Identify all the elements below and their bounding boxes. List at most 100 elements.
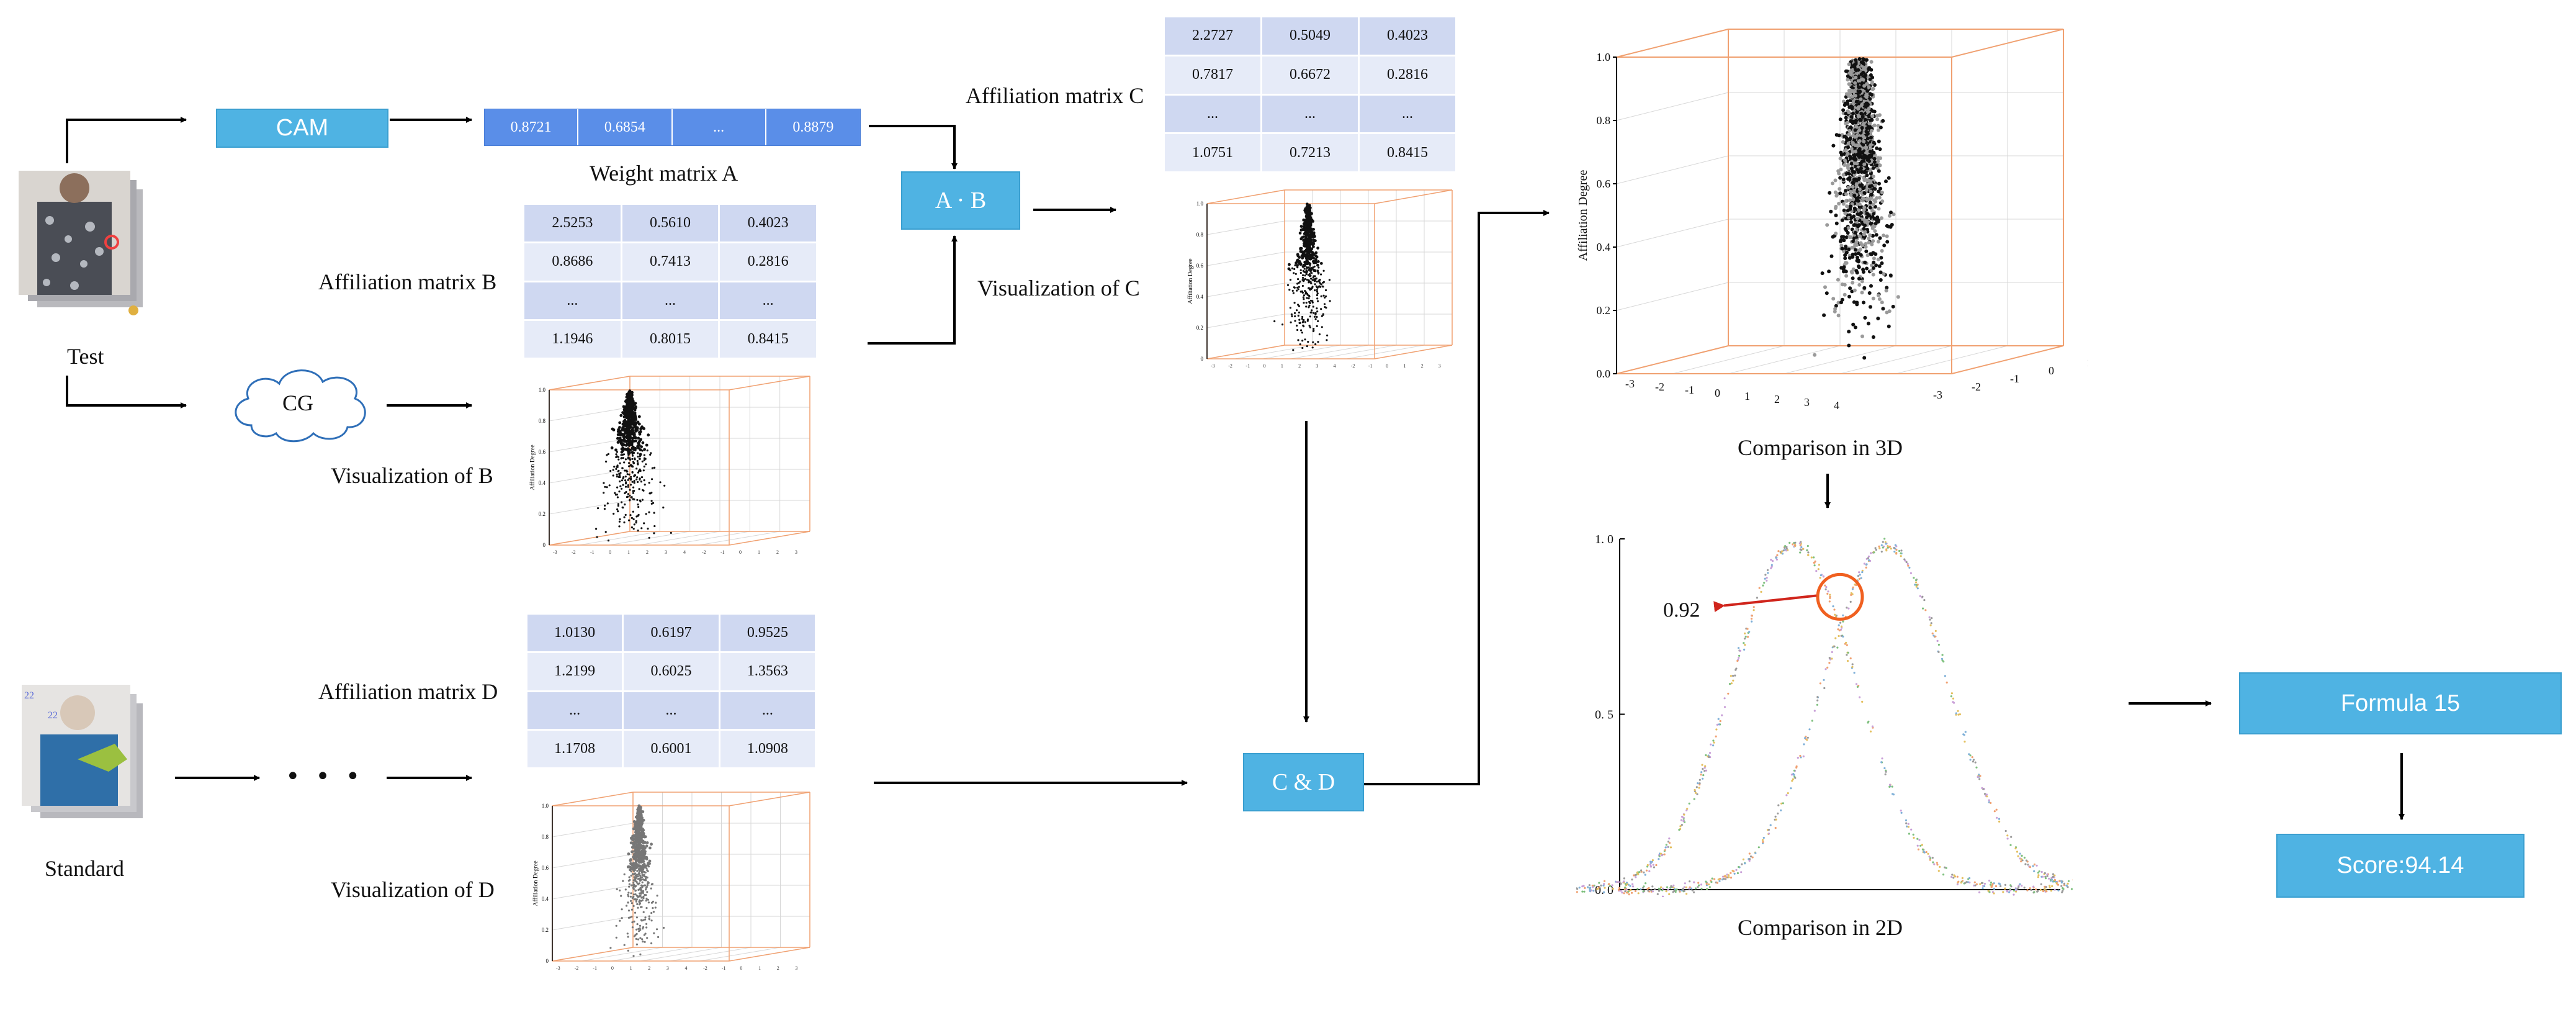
data-point [1678, 829, 1681, 831]
scatter-point [647, 882, 649, 885]
data-point [1826, 666, 1829, 669]
scatter-point [644, 941, 646, 943]
matrix-cell: ... [1262, 95, 1358, 133]
data-point [2049, 887, 2051, 889]
scatter-point [1299, 269, 1302, 271]
scatter-point [622, 410, 626, 414]
scatter-point [624, 431, 627, 435]
data-point [1588, 884, 1591, 887]
score-box[interactable]: Score:94.14 [2276, 834, 2524, 898]
scatter-point [1847, 247, 1851, 251]
data-point [1936, 864, 1939, 866]
scatter-point [1856, 255, 1859, 260]
scatter-point [1834, 221, 1839, 225]
scatter-point [1307, 341, 1309, 343]
scatter-point [1846, 226, 1851, 230]
box-edge [552, 792, 634, 806]
scatter-point [627, 901, 629, 904]
scatter-point [1888, 214, 1892, 218]
series-test [1617, 538, 2073, 897]
scatter-point [1298, 232, 1302, 235]
data-point [1839, 621, 1842, 624]
scatter-point [1879, 256, 1883, 260]
scatter-point [619, 413, 623, 417]
data-point [1744, 632, 1746, 634]
data-point [1874, 547, 1877, 549]
scatter-point [1865, 266, 1869, 271]
x-tick-label: -1 [593, 965, 597, 971]
scatter-point [628, 519, 631, 521]
data-point [1592, 886, 1594, 888]
scatter-point [634, 911, 637, 914]
scatter-point [1870, 114, 1875, 119]
scatter-point [1856, 251, 1860, 256]
scatter-point [648, 918, 650, 920]
gridline [1616, 219, 1729, 248]
scatter-point [639, 892, 641, 895]
cam-box[interactable]: CAM [216, 109, 388, 148]
data-point [2035, 888, 2037, 891]
scatter-point [1877, 189, 1881, 194]
box-edge [1616, 29, 1729, 58]
scatter-point [1303, 268, 1306, 270]
scatter-point [616, 455, 618, 458]
scatter-point [655, 901, 657, 904]
cg-cloud[interactable]: CG [223, 360, 372, 447]
data-point [1905, 822, 1908, 824]
scatter-point [1309, 219, 1313, 222]
scatter-point [1854, 58, 1858, 62]
scatter-point [633, 873, 635, 876]
data-point [1950, 875, 1953, 878]
scatter-point [1298, 262, 1301, 265]
ab-box[interactable]: A · B [901, 171, 1020, 230]
data-point [1617, 881, 1620, 883]
scatter-point [648, 482, 650, 484]
data-point [1933, 863, 1936, 865]
scatter-point [1309, 264, 1311, 267]
scatter-point [1860, 196, 1865, 201]
data-point [2019, 852, 2021, 855]
scatter-point [1844, 95, 1848, 99]
data-point [1764, 574, 1767, 576]
cloud-shape [235, 369, 366, 443]
data-point [1905, 561, 1908, 564]
scatter-point [1881, 119, 1885, 123]
scatter-point [1867, 291, 1872, 295]
scatter-point [1840, 282, 1844, 287]
scatter-point [1875, 146, 1879, 150]
data-point [1907, 564, 1910, 567]
data-point [1702, 774, 1705, 777]
data-point [1618, 887, 1621, 889]
scatter-point [1298, 322, 1301, 324]
data-point [1895, 553, 1898, 555]
scatter-point [642, 489, 644, 491]
cd-box[interactable]: C & D [1243, 753, 1364, 811]
formula-15-box[interactable]: Formula 15 [2239, 672, 2562, 734]
scatter-point [653, 932, 655, 934]
data-point [2040, 883, 2042, 885]
data-point [1664, 846, 1667, 849]
scatter-point [629, 489, 631, 491]
data-point [2060, 882, 2063, 884]
scatter-point [1885, 234, 1889, 238]
matrix-cell: 0.7817 [1165, 56, 1260, 94]
data-point [1792, 778, 1794, 780]
data-point [1667, 841, 1670, 843]
scatter-point [1312, 228, 1315, 231]
scatter-point [1313, 312, 1315, 314]
data-point [1738, 657, 1740, 659]
scatter-point [628, 473, 631, 476]
scatter-point [641, 899, 644, 901]
scatter-point [1834, 304, 1838, 308]
scatter-point [644, 916, 647, 919]
scatter-point [628, 442, 632, 446]
box-edge [1951, 29, 2064, 58]
scatter-point [645, 923, 648, 925]
scatter-point [642, 896, 644, 899]
scatter-point [1852, 188, 1856, 192]
scatter-point [631, 465, 634, 467]
scatter-point [1859, 170, 1864, 174]
scatter-point [1326, 339, 1328, 341]
scatter-point [1869, 305, 1872, 309]
scatter-point [642, 427, 645, 430]
